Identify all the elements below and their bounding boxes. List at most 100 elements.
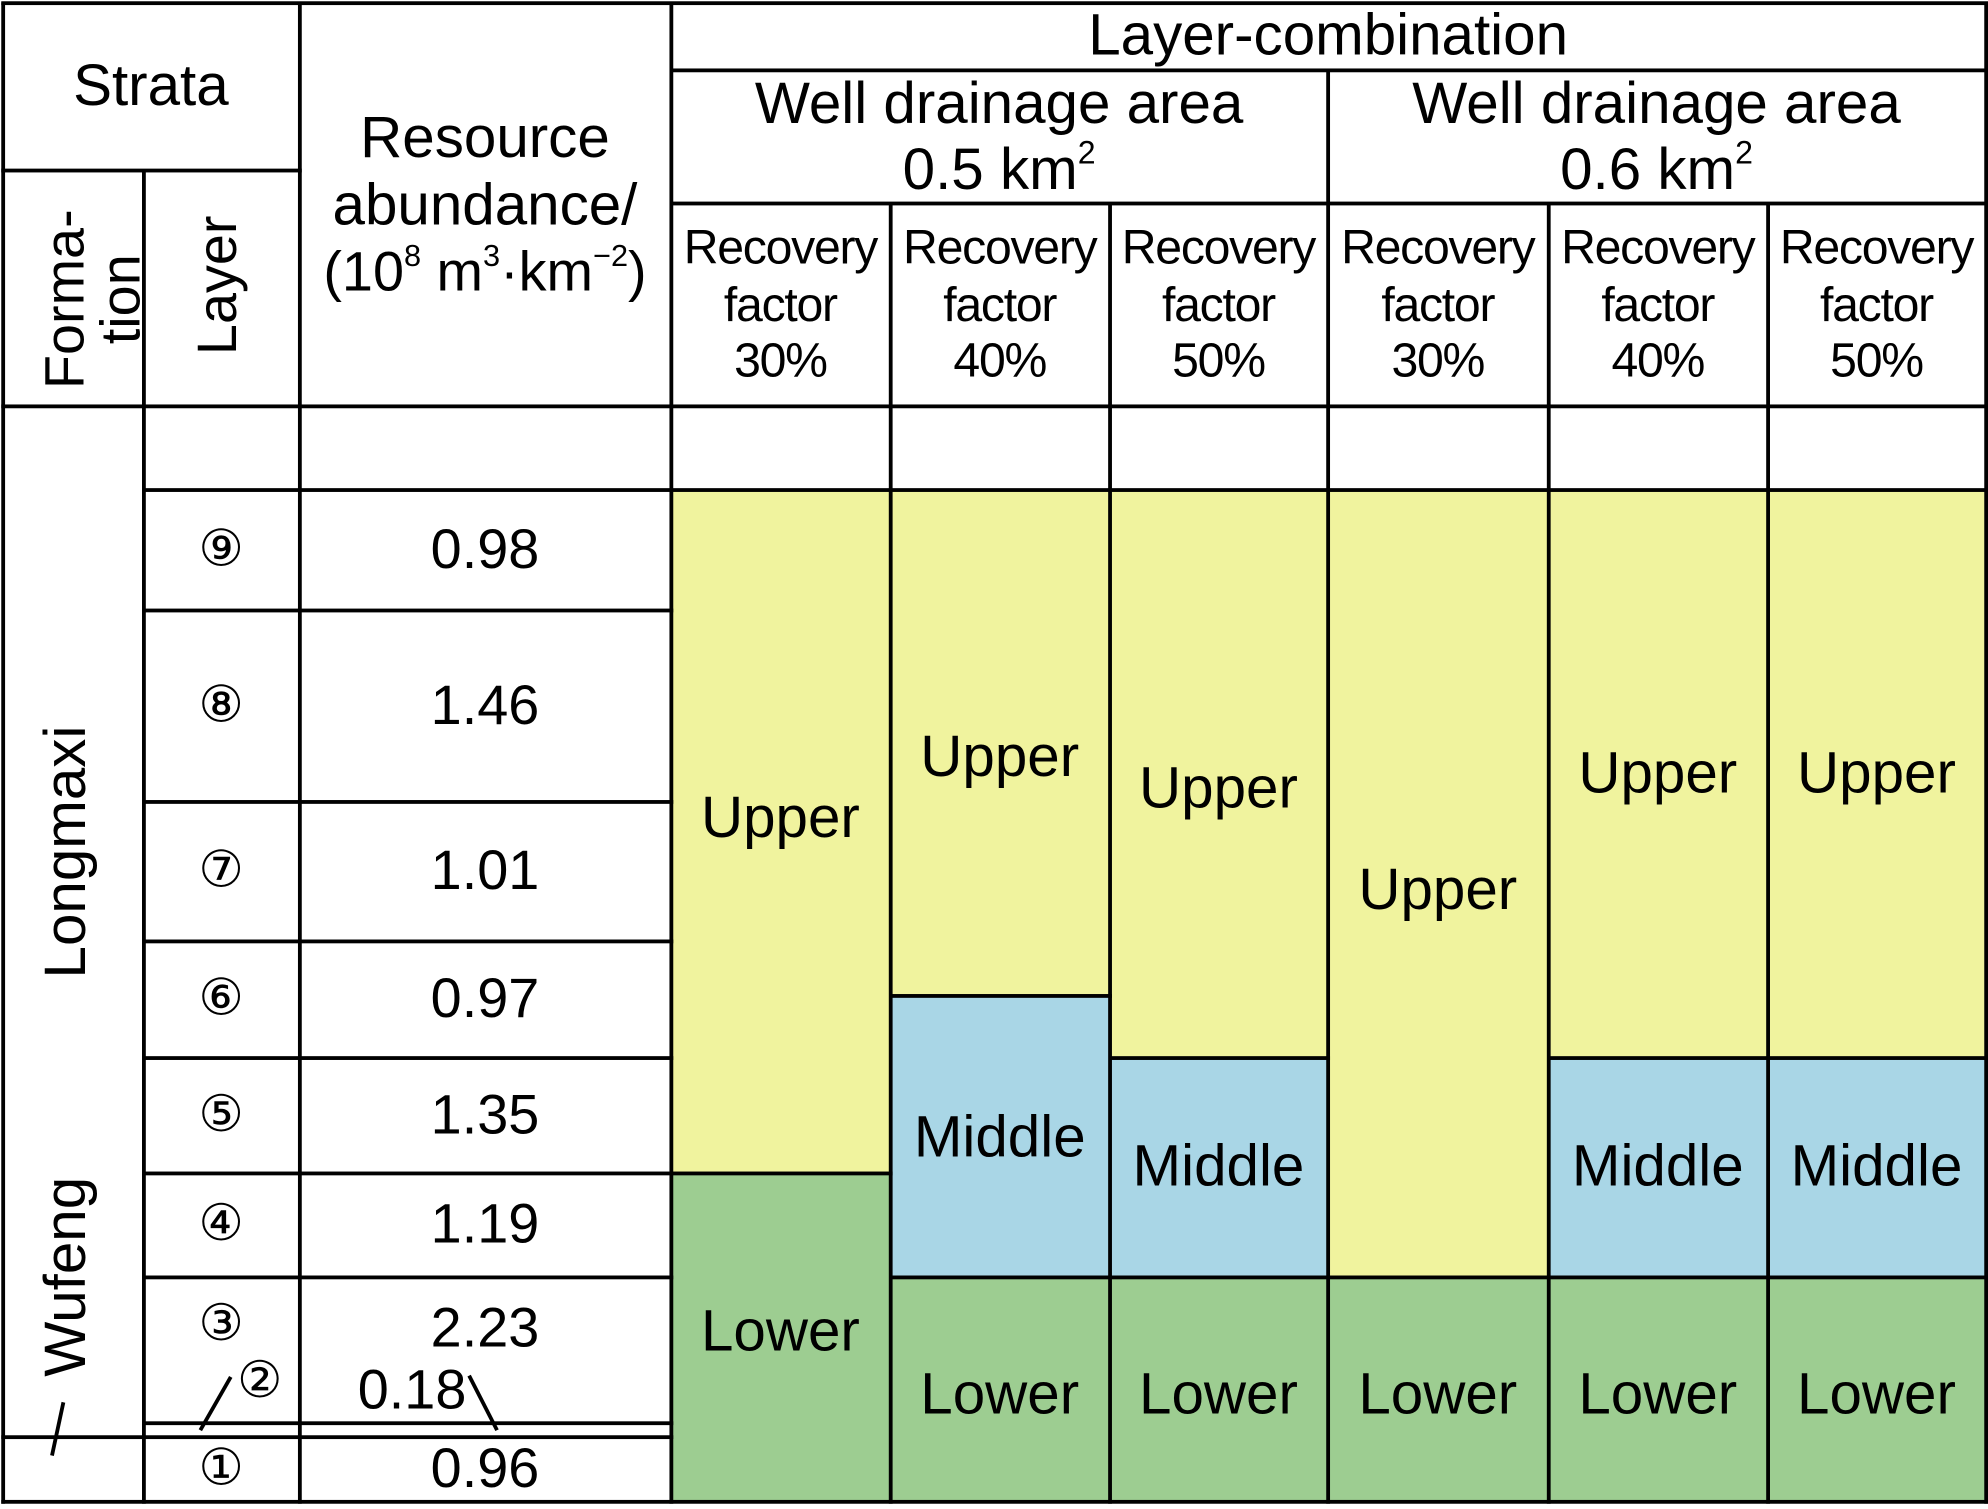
- combination-block-lower: Lower: [1327, 1276, 1549, 1502]
- layer-id: ③: [198, 1295, 244, 1354]
- grid-line: [297, 2, 302, 1504]
- combination-label: Upper: [1578, 739, 1738, 806]
- combination-block-lower: Lower: [1548, 1276, 1768, 1502]
- grid-line: [1, 404, 1988, 409]
- grid-line: [143, 1056, 674, 1060]
- grid-line: [669, 2, 674, 1504]
- combination-block-lower: Lower: [670, 1172, 891, 1502]
- grid-line: [1766, 202, 1770, 1504]
- grid-line: [1326, 69, 1331, 1504]
- combination-label: Lower: [1797, 1360, 1956, 1427]
- drainage-area-header: Well drainage area 0.6 km2: [1327, 70, 1985, 203]
- resource-abundance-value: 1.01: [430, 839, 540, 902]
- combination-label: Upper: [1139, 754, 1298, 821]
- grid-line: [143, 1171, 674, 1176]
- combination-block-lower: Lower: [890, 1276, 1110, 1502]
- drainage-area-header: Well drainage area 0.5 km2: [671, 70, 1328, 203]
- recovery-factor-header: Recovery factor 50%: [1121, 221, 1317, 389]
- drainage-area-value: 0.5 km2: [902, 134, 1096, 201]
- resource-abundance-value: 0.97: [430, 967, 540, 1030]
- drainage-area-label: Well drainage area: [754, 69, 1244, 136]
- recovery-factor-header: Recovery factor 50%: [1779, 221, 1975, 389]
- resource-abundance-header: Resource abundance/ (108 m3·km−2): [299, 3, 670, 406]
- layer-id: ④: [198, 1194, 244, 1254]
- resource-abundance-value: 0.18: [357, 1359, 467, 1422]
- combination-label: Middle: [913, 1103, 1086, 1170]
- grid-line: [888, 202, 893, 1504]
- drainage-area-value: 0.6 km2: [1560, 134, 1753, 201]
- recovery-factor-header: Recovery factor 30%: [683, 221, 879, 389]
- combination-label: Lower: [1578, 1360, 1738, 1427]
- layer-id: ⑥: [198, 969, 244, 1028]
- combination-block-upper: Upper: [1109, 489, 1328, 1058]
- grid-line: [143, 488, 1988, 492]
- resource-abundance-value: 1.35: [430, 1083, 540, 1146]
- recovery-factor-header: Recovery factor 40%: [1561, 221, 1756, 389]
- wufeng-leader-line: [50, 1401, 66, 1456]
- combination-label: Lower: [700, 1297, 860, 1363]
- grid-line: [670, 1171, 893, 1176]
- grid-line: [1108, 202, 1112, 1504]
- combination-block-upper: Upper: [1767, 489, 1986, 1058]
- layer2-leader-line: [198, 1375, 233, 1432]
- grid-line: [1109, 1056, 1331, 1060]
- resource-unit: (108 m3·km−2): [323, 239, 647, 303]
- strata-header: Strata: [73, 52, 229, 119]
- combination-block-upper: Upper: [670, 489, 891, 1173]
- resource-header-line1: Resource: [360, 103, 610, 170]
- layer-id: ②: [237, 1352, 283, 1411]
- combination-block-upper: Upper: [890, 489, 1110, 996]
- layer-id: ⑦: [198, 841, 244, 900]
- combination-block-middle: Middle: [890, 995, 1110, 1277]
- resource-abundance-value: 1.46: [430, 674, 540, 737]
- combination-label: Upper: [1358, 855, 1518, 922]
- grid-line: [1984, 2, 1988, 1504]
- recovery-factor-header: Recovery factor 30%: [1341, 221, 1536, 389]
- combination-label: Lower: [1139, 1360, 1298, 1427]
- layer-id: ⑧: [198, 675, 244, 734]
- combination-block-lower: Lower: [1109, 1276, 1328, 1502]
- grid-line: [143, 1421, 674, 1426]
- combination-label: Middle: [1132, 1132, 1305, 1199]
- combination-label: Upper: [1797, 739, 1956, 806]
- grid-line: [1, 2, 6, 1504]
- layer-id: ⑤: [198, 1085, 244, 1144]
- combination-label: Middle: [1571, 1132, 1744, 1199]
- grid-line: [890, 1275, 1988, 1280]
- combination-block-middle: Middle: [1548, 1057, 1768, 1277]
- grid-line: [143, 1275, 674, 1280]
- layer-combination-header: Layer-combination: [1088, 0, 1569, 67]
- abundance2-leader-line: [467, 1374, 499, 1432]
- grid-line: [1546, 202, 1551, 1504]
- grid-line: [142, 169, 146, 1504]
- combination-label: Lower: [920, 1360, 1080, 1427]
- combination-block-upper: Upper: [1327, 489, 1549, 1277]
- grid-line: [1, 168, 302, 173]
- combination-block-middle: Middle: [1109, 1057, 1328, 1277]
- combination-label: Upper: [700, 783, 860, 850]
- layer-id: ①: [198, 1438, 244, 1498]
- combination-label: Upper: [920, 722, 1080, 789]
- grid-line: [890, 994, 1112, 998]
- resource-abundance-value: 1.19: [430, 1193, 540, 1256]
- resource-abundance-value: 2.23: [430, 1296, 540, 1359]
- grid-line: [143, 800, 674, 804]
- combination-block-upper: Upper: [1548, 489, 1768, 1058]
- combination-block-lower: Lower: [1767, 1276, 1986, 1502]
- grid-line: [143, 1435, 674, 1440]
- grid-line: [1, 1435, 146, 1440]
- resource-abundance-value: 0.98: [430, 518, 540, 581]
- resource-header-line2: abundance/: [332, 171, 638, 238]
- grid-line: [143, 939, 674, 944]
- grid-line: [1, 1, 1988, 6]
- grid-line: [1, 1499, 1988, 1504]
- combination-label: Lower: [1358, 1360, 1518, 1427]
- drainage-area-label: Well drainage area: [1412, 69, 1901, 136]
- grid-line: [143, 608, 674, 613]
- combination-label: Middle: [1790, 1132, 1963, 1199]
- recovery-factor-header: Recovery factor 40%: [903, 221, 1098, 389]
- layer-id: ⑨: [198, 519, 244, 579]
- resource-abundance-value: 0.96: [430, 1437, 540, 1500]
